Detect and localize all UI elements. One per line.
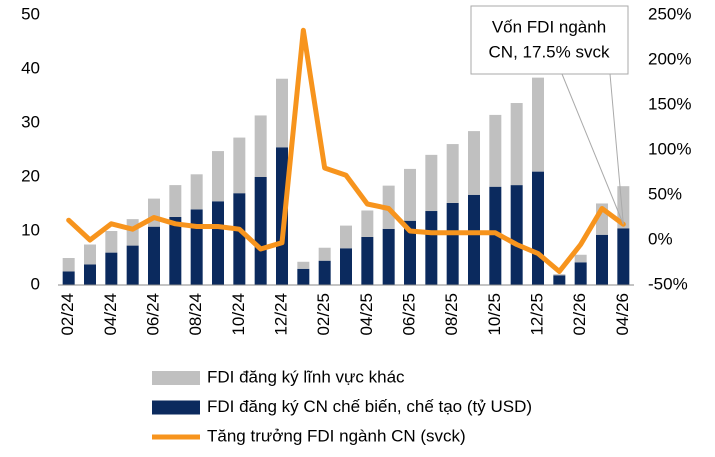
- x-tick-label: 02/25: [314, 293, 333, 336]
- line: [66, 27, 626, 274]
- bar: [361, 210, 374, 237]
- bar: [404, 220, 416, 285]
- bar: [254, 177, 267, 285]
- x-tick-label: 02/26: [570, 293, 589, 336]
- y2-tick-label: 200%: [648, 49, 691, 68]
- bar: [382, 228, 395, 285]
- bar: [510, 103, 523, 186]
- x-tick-label: 06/25: [399, 293, 418, 336]
- bar: [233, 193, 246, 285]
- x-tick-label: 12/25: [527, 293, 546, 336]
- x-tick-label: 06/24: [143, 293, 162, 336]
- bar: [126, 219, 139, 246]
- y2-tick-label: 250%: [648, 4, 691, 23]
- bar: [212, 151, 224, 202]
- bar: [361, 236, 374, 285]
- bar: [553, 274, 566, 276]
- bar: [318, 247, 331, 261]
- bar: [617, 228, 630, 285]
- legend-label: FDI đăng ký CN chế biến, chế tạo (tỷ USD…: [207, 397, 532, 416]
- bar: [318, 260, 331, 285]
- bar: [169, 185, 182, 217]
- bar: [425, 211, 438, 285]
- bar: [126, 245, 139, 285]
- y2-tick-label: 50%: [648, 184, 682, 203]
- bar: [62, 271, 75, 285]
- bar: [574, 254, 587, 263]
- legend-swatch: [152, 371, 200, 385]
- bar: [553, 275, 566, 285]
- y-tick-label: 40: [21, 58, 40, 77]
- bar: [340, 225, 352, 249]
- y2-tick-label: 0%: [648, 229, 673, 248]
- legend-label: FDI đăng ký lĩnh vực khác: [207, 367, 405, 386]
- y-tick-label: 50: [21, 4, 40, 23]
- x-tick-label: 08/24: [186, 293, 205, 336]
- legend-swatch: [152, 400, 200, 415]
- bar: [489, 186, 502, 285]
- callout-line: [609, 73, 624, 225]
- y-tick-label: 10: [21, 220, 40, 239]
- bar: [404, 168, 416, 221]
- bar: [532, 171, 544, 285]
- x-tick-label: 02/24: [58, 293, 77, 336]
- bar: [148, 226, 160, 285]
- annotation-box: [470, 5, 629, 75]
- bar: [84, 264, 96, 285]
- bar: [489, 114, 502, 187]
- y2-tick-label: -50%: [648, 274, 688, 293]
- bar: [574, 262, 587, 285]
- x-tick-label: 08/25: [442, 293, 461, 336]
- x-tick-label: 04/26: [613, 293, 632, 336]
- callout-line: [561, 73, 624, 225]
- bar: [84, 244, 96, 265]
- bar: [169, 216, 182, 285]
- bar: [510, 185, 523, 285]
- y-tick-label: 30: [21, 112, 40, 131]
- bar: [596, 234, 608, 285]
- bar: [446, 144, 459, 203]
- bar: [468, 131, 480, 195]
- y-tick-label: 0: [31, 274, 40, 293]
- bar: [254, 115, 267, 177]
- bar: [212, 201, 224, 285]
- x-tick-label: 10/24: [229, 293, 248, 336]
- x-tick-label: 04/24: [101, 293, 120, 336]
- bar: [105, 252, 118, 285]
- bar: [340, 248, 352, 285]
- bar: [276, 78, 288, 148]
- bar: [190, 174, 203, 210]
- bar: [62, 258, 75, 272]
- bar: [276, 147, 288, 285]
- x-tick-label: 12/24: [271, 293, 290, 336]
- bar: [425, 154, 438, 212]
- bar: [297, 268, 310, 285]
- bar: [468, 194, 480, 285]
- y2-tick-label: 150%: [648, 94, 691, 113]
- bar: [532, 77, 544, 172]
- y-tick-label: 20: [21, 166, 40, 185]
- x-tick-label: 10/25: [485, 293, 504, 336]
- y2-tick-label: 100%: [648, 139, 691, 158]
- bar: [233, 137, 246, 194]
- bar: [446, 202, 459, 285]
- legend-label: Tăng trưởng FDI ngành CN (svck): [207, 426, 466, 445]
- bar: [190, 209, 203, 285]
- x-tick-label: 04/25: [357, 293, 376, 336]
- bar: [297, 261, 310, 269]
- bar: [105, 231, 118, 253]
- annotation: Vốn FDI ngành: [492, 17, 606, 36]
- annotation: CN, 17.5% svck: [489, 42, 610, 61]
